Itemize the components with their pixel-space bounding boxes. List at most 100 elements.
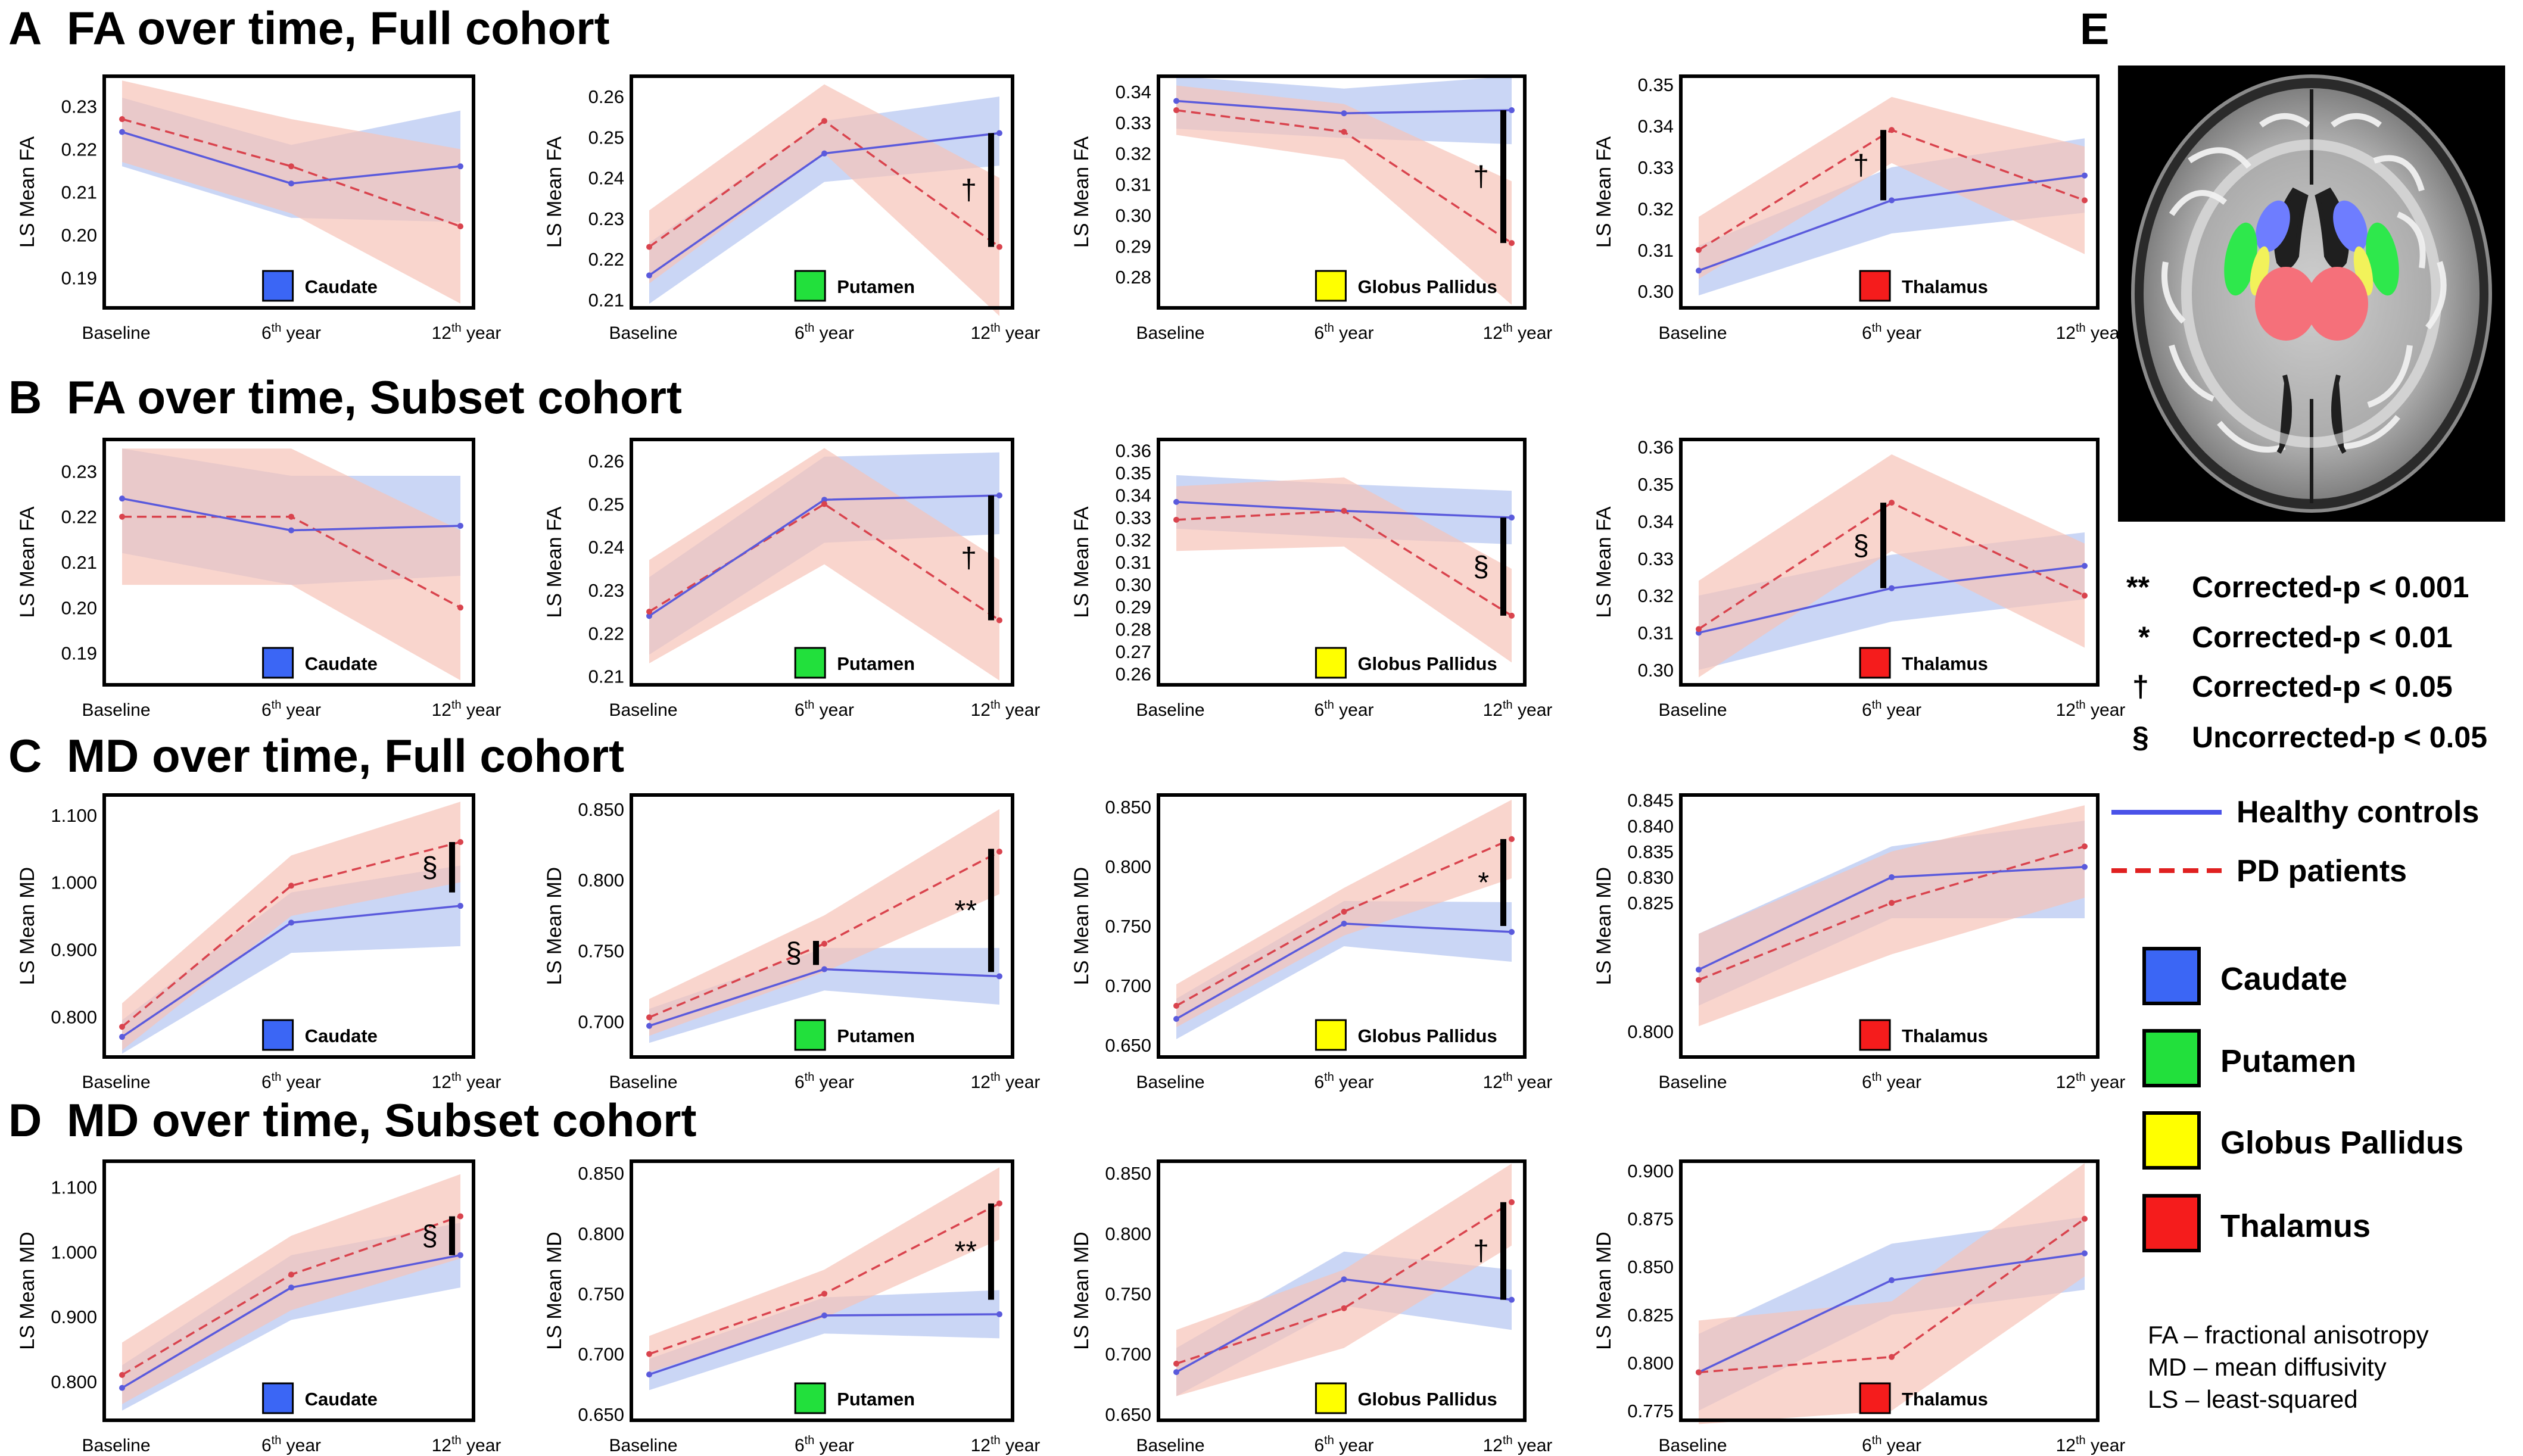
y-tick-label: 0.650 [578, 1404, 624, 1425]
pd-data-point [1889, 1354, 1895, 1360]
x-tick-label: 6th year [1862, 1434, 1921, 1455]
hc-data-point [288, 180, 294, 187]
y-tick-label: 0.33 [1638, 157, 1674, 178]
chart-panel: 0.650 0.700 0.750 0.800 0.850 LS Mean MD Basel… [1070, 1159, 1553, 1455]
plot-frame [102, 793, 475, 1059]
hc-data-point [1889, 874, 1895, 881]
plot-frame [102, 74, 475, 310]
y-tick-label: 0.33 [1116, 113, 1151, 133]
ventricles [2273, 187, 2350, 454]
pd-confidence-band [122, 802, 460, 1050]
hc-data-point [1341, 921, 1347, 927]
pd-data-point [288, 1271, 294, 1278]
pd-data-point [2082, 197, 2088, 204]
pd-data-point [288, 163, 294, 170]
abbrev-fa: FA – fractional anisotropy [2148, 1321, 2429, 1349]
x-tick-label: Baseline [609, 323, 677, 343]
hc-data-point [288, 919, 294, 926]
x-tick-label: 12th year [432, 322, 502, 343]
x-tick-label: 12th year [1483, 1434, 1553, 1455]
plot-frame [1679, 1159, 2100, 1422]
x-tick-label: 12th year [2056, 1434, 2126, 1455]
significance-legend: ** Corrected-p < 0.001 * Corrected-p < 0… [2126, 570, 2487, 754]
x-tick-label: Baseline [609, 1436, 677, 1455]
y-tick-label: 0.30 [1638, 281, 1674, 302]
pd-data-point [2082, 1215, 2088, 1222]
x-tick-label: 12th year [432, 699, 502, 720]
region-key-swatch [262, 270, 294, 302]
x-tick-label: Baseline [1136, 1072, 1204, 1092]
x-tick-label: Baseline [82, 700, 150, 720]
pd-confidence-band [122, 80, 460, 304]
significance-symbol: § [422, 852, 438, 883]
hc-data-point [2082, 172, 2088, 179]
x-tick-label: 6th year [795, 1071, 854, 1092]
y-tick-label: 0.21 [61, 182, 97, 203]
y-axis-label: LS Mean MD [16, 867, 39, 985]
hc-data-point [457, 163, 463, 170]
region-key-swatch [262, 1019, 294, 1051]
pd-confidence-band [1176, 477, 1512, 663]
globus-pallidus-swatch [2142, 1111, 2201, 1170]
caudate-legend-label: Caudate [2220, 961, 2347, 997]
pd-data-point [1696, 977, 1702, 983]
y-tick-label: 0.775 [1627, 1401, 1674, 1421]
y-tick-label: 0.32 [1116, 530, 1151, 551]
significance-symbol: † [1853, 149, 1869, 181]
pd-confidence-band [1699, 96, 2085, 279]
hc-data-point [821, 150, 827, 157]
x-tick-label: Baseline [82, 1072, 150, 1092]
x-tick-label: Baseline [82, 1436, 150, 1455]
x-tick-label: 6th year [261, 322, 321, 343]
x-tick-label: 6th year [1862, 699, 1921, 720]
pd-confidence-band [649, 809, 999, 1036]
pd-data-point [646, 609, 652, 615]
pd-data-point [457, 1213, 463, 1220]
pd-data-point [119, 116, 125, 123]
region-key-label: Caudate [305, 1025, 378, 1046]
pd-data-point [996, 244, 1002, 250]
pd-data-point [1889, 900, 1895, 906]
y-tick-label: 0.900 [51, 939, 97, 960]
y-tick-label: 1.100 [51, 805, 97, 826]
hc-data-point [1509, 1296, 1515, 1303]
brain-axial-image [2118, 66, 2505, 522]
chart-panel: 0.21 0.22 0.23 0.24 0.25 0.26 LS Mean FA Baseli… [543, 438, 1040, 720]
pd-series-line [121, 841, 461, 1028]
hc-data-point [646, 1022, 652, 1029]
thalamus-roi [2306, 267, 2368, 341]
x-tick-label: 12th year [1483, 699, 1553, 720]
significance-symbol: § [786, 937, 802, 969]
y-axis-label: LS Mean FA [1070, 136, 1093, 248]
y-tick-label: 0.35 [1638, 474, 1674, 495]
y-tick-label: 0.24 [588, 537, 624, 558]
y-tick-label: 0.36 [1638, 437, 1674, 457]
y-tick-label: 0.26 [1116, 663, 1151, 684]
hc-data-point [996, 1311, 1002, 1317]
sig-text: Corrected-p < 0.05 [2192, 670, 2453, 703]
caudate-roi [2333, 200, 2368, 252]
x-tick-label: 6th year [795, 699, 854, 720]
y-tick-label: 0.30 [1116, 205, 1151, 226]
pd-legend-label: PD patients [2237, 854, 2407, 888]
putamen-roi [2224, 222, 2257, 296]
plot-frame [630, 793, 1014, 1059]
hc-confidence-band [649, 947, 999, 1043]
hc-confidence-band [1176, 901, 1512, 1039]
region-key-swatch [794, 270, 826, 302]
hc-confidence-band [649, 452, 999, 655]
hc-data-point [119, 1034, 125, 1040]
x-tick-label: 6th year [261, 1071, 321, 1092]
abbrev-md: MD – mean diffusivity [2148, 1353, 2387, 1381]
y-tick-label: 0.24 [588, 168, 624, 189]
pd-data-point [821, 501, 827, 507]
x-tick-label: 12th year [432, 1434, 502, 1455]
y-tick-label: 0.26 [588, 86, 624, 107]
chart-panel: 0.650 0.700 0.750 0.800 0.850 LS Mean MD Basel… [1070, 793, 1552, 1092]
region-key-label: Putamen [837, 653, 915, 674]
region-key-swatch [1315, 647, 1347, 679]
sig-text: Corrected-p < 0.001 [2192, 570, 2469, 604]
pd-data-point [646, 1014, 652, 1021]
y-tick-label: 0.650 [1105, 1035, 1151, 1056]
